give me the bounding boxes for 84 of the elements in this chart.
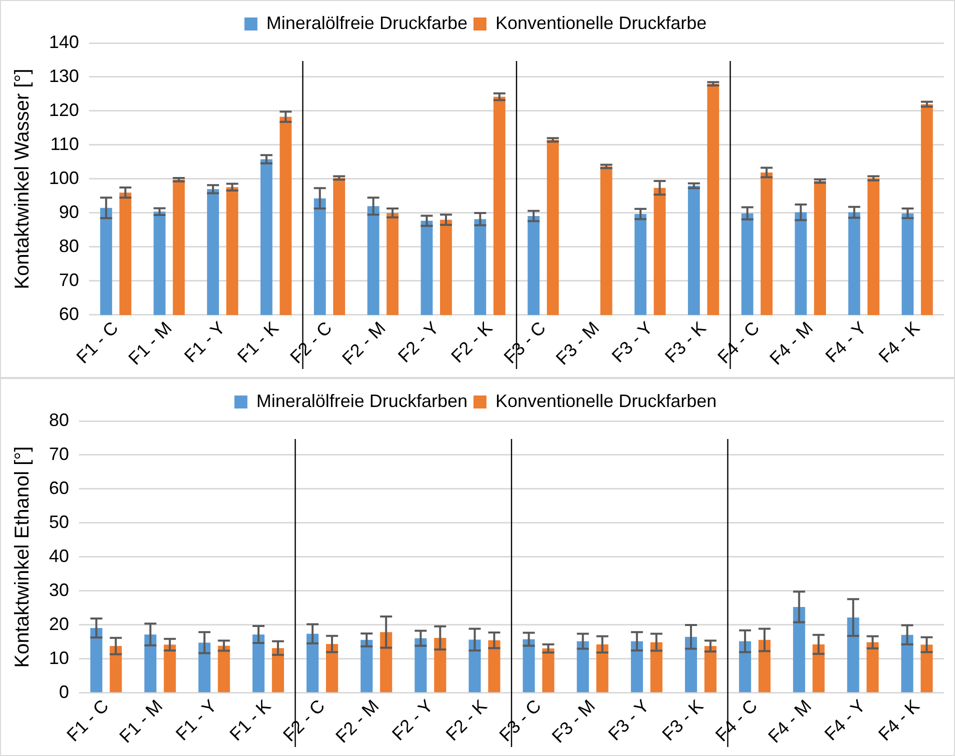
x-tick-label: F4 - M — [766, 318, 817, 369]
bar — [272, 648, 284, 692]
y-tick-label: 80 — [48, 410, 70, 430]
bar — [326, 644, 338, 692]
x-tick-label: F1 - K — [234, 318, 282, 367]
x-tick-label: F2 - Y — [388, 696, 437, 744]
bar — [739, 641, 752, 692]
y-tick-label: 60 — [48, 478, 70, 498]
bar — [812, 644, 825, 692]
bar — [306, 634, 319, 692]
y-tick-label: 60 — [59, 304, 80, 324]
y-tick-label: 30 — [48, 580, 70, 600]
y-tick-label: 140 — [48, 32, 80, 52]
bar — [468, 640, 481, 692]
x-tick-label: F4 - K — [874, 696, 924, 745]
x-tick-label: F3 - C — [495, 696, 545, 746]
bar — [793, 606, 806, 692]
x-tick-label: F3 - Y — [604, 696, 654, 744]
y-axis-title: Kontaktwinkel Ethanol [°] — [12, 446, 34, 668]
y-tick-label: 130 — [48, 66, 80, 86]
bar — [650, 642, 662, 692]
x-tick-label: F4 - Y — [820, 696, 870, 744]
x-tick-label: F3 - C — [500, 318, 550, 368]
bar — [684, 636, 698, 692]
bar — [90, 628, 102, 692]
x-tick-label: F4 - K — [874, 318, 924, 367]
bar — [144, 634, 156, 692]
x-tick-label: F1 - K — [226, 696, 275, 745]
bar — [198, 642, 210, 692]
y-tick-label: 10 — [48, 648, 70, 668]
x-tick-label: F2 - K — [447, 318, 496, 367]
bar — [414, 638, 427, 692]
x-tick-label: F4 - Y — [822, 318, 870, 366]
x-tick-label: F3 - M — [552, 318, 604, 369]
bar — [110, 646, 122, 692]
x-tick-label: F2 - C — [279, 696, 329, 746]
bar — [542, 648, 554, 692]
y-tick-label: 70 — [59, 270, 80, 290]
x-tick-label: F2 - Y — [394, 318, 443, 366]
bar — [866, 642, 879, 692]
y-tick-label: 0 — [59, 682, 70, 702]
y-tick-label: 80 — [59, 236, 80, 256]
x-tick-label: F2 - K — [442, 696, 491, 745]
bar — [704, 646, 716, 692]
y-tick-label: 100 — [48, 168, 80, 188]
bar — [630, 641, 643, 692]
bar — [576, 641, 589, 692]
bar — [164, 644, 176, 692]
bar — [360, 640, 373, 692]
legend-label: Mineralölfreie Druckfarben — [256, 390, 468, 411]
bar — [218, 646, 230, 692]
x-tick-label: F1 - M — [116, 696, 166, 747]
bar — [901, 634, 914, 692]
y-tick-label: 70 — [48, 444, 70, 464]
bar — [252, 634, 265, 692]
bar — [847, 617, 860, 692]
y-tick-label: 120 — [48, 100, 80, 120]
x-tick-label: F3 - Y — [608, 318, 656, 366]
x-tick-label: F1 - M — [124, 318, 176, 369]
bar — [522, 639, 535, 692]
bar — [920, 644, 933, 692]
legend-label: Konventionelle Druckfarben — [495, 390, 717, 411]
bar — [758, 640, 771, 692]
y-tick-label: 90 — [59, 202, 80, 222]
x-tick-label: F3 - M — [548, 696, 599, 747]
bar — [434, 638, 446, 692]
x-tick-label: F1 - Y — [180, 318, 229, 366]
bar — [488, 640, 500, 692]
x-tick-label: F3 - K — [658, 696, 708, 745]
y-tick-label: 20 — [48, 614, 70, 634]
legend-label: Konventionelle Druckfarbe — [495, 12, 707, 33]
x-tick-label: F3 - K — [661, 318, 710, 367]
y-tick-label: 50 — [48, 512, 70, 532]
legend-label: Mineralölfreie Druckfarbe — [266, 12, 468, 33]
y-tick-label: 40 — [48, 546, 70, 566]
bar — [380, 632, 392, 692]
x-tick-label: F2 - M — [338, 318, 390, 369]
x-tick-label: F1 - Y — [172, 696, 221, 744]
y-tick-label: 110 — [50, 134, 80, 154]
x-tick-label: F2 - M — [332, 696, 383, 747]
y-axis-title: Kontaktwinkel Wasser [°] — [12, 68, 34, 290]
x-tick-label: F4 - M — [764, 696, 816, 747]
bar — [596, 644, 608, 692]
x-tick-label: F2 - C — [286, 318, 336, 368]
